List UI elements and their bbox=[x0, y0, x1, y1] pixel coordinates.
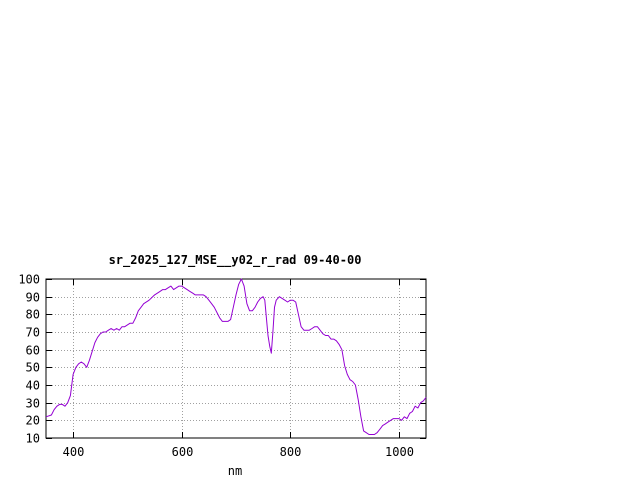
y-tick-label: 30 bbox=[26, 397, 40, 411]
series-line bbox=[45, 278, 427, 435]
y-tick-label: 40 bbox=[26, 379, 40, 393]
x-tick-label: 1000 bbox=[385, 445, 414, 459]
y-tick-label: 70 bbox=[26, 326, 40, 340]
y-tick-label: 50 bbox=[26, 361, 40, 375]
series-group bbox=[45, 278, 427, 435]
grid-lines bbox=[46, 279, 426, 438]
y-tick-label: 60 bbox=[26, 344, 40, 358]
x-tick-label: 600 bbox=[172, 445, 194, 459]
y-tick-label: 90 bbox=[26, 291, 40, 305]
y-tick-label: 10 bbox=[26, 432, 40, 446]
x-tick-label: 400 bbox=[63, 445, 85, 459]
x-tick-label: 800 bbox=[280, 445, 302, 459]
y-tick-label: 80 bbox=[26, 308, 40, 322]
chart-title: sr_2025_127_MSE__y02_r_rad 09-40-00 bbox=[109, 253, 362, 268]
y-tick-label: 20 bbox=[26, 414, 40, 428]
x-axis-label: nm bbox=[228, 464, 242, 478]
y-tick-label: 100 bbox=[18, 273, 40, 287]
plot-frame bbox=[45, 278, 427, 439]
axis-ticks: 10 20 30 40 50 60 70 80 90 100 400 600 800 1000 bbox=[18, 273, 426, 459]
